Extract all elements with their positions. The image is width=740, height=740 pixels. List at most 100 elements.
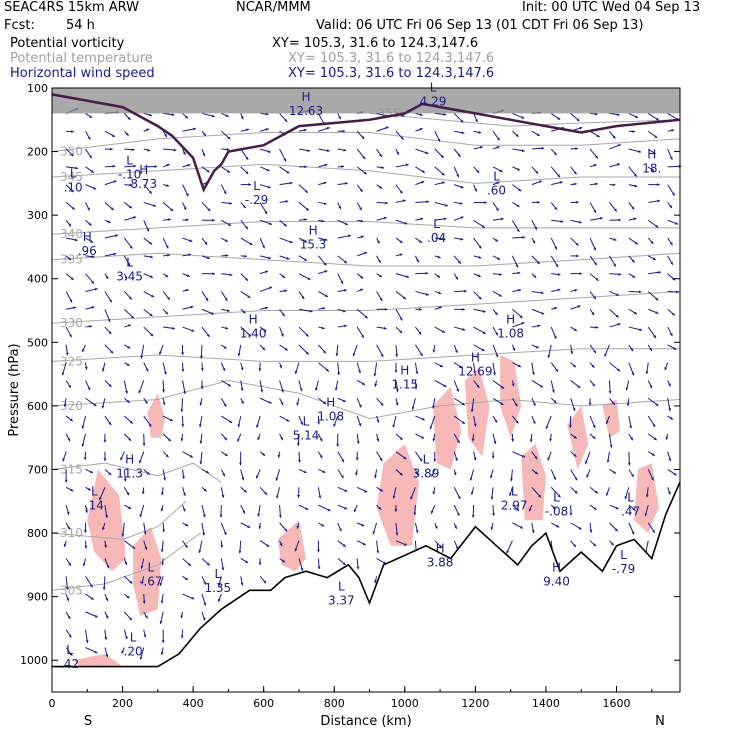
- wind-vector-head: [573, 435, 577, 439]
- wind-vector-head: [631, 531, 635, 535]
- wind-vector-head: [649, 347, 652, 351]
- wind-vector-head: [124, 636, 128, 640]
- wind-vector-head: [181, 369, 185, 372]
- wind-vector-head: [199, 355, 203, 359]
- wind-vector-head: [403, 542, 407, 546]
- wind-vector-head: [149, 313, 153, 317]
- wind-vector-head: [403, 456, 407, 460]
- wind-vector-head: [516, 167, 520, 171]
- wind-vector-head: [665, 436, 669, 440]
- wind-vector-head: [126, 400, 130, 403]
- wind-vector-head: [224, 297, 228, 301]
- wind-vector-head: [434, 525, 438, 529]
- pv-region: [73, 653, 123, 667]
- wind-vector-head: [608, 390, 612, 394]
- wind-vector-head: [102, 587, 106, 590]
- wind-vector-head: [65, 352, 69, 356]
- wind-vector-head: [340, 280, 344, 284]
- wind-vector-head: [265, 128, 269, 131]
- x-tick-label: 1000: [391, 697, 419, 710]
- wind-vector-head: [478, 255, 482, 259]
- wind-vector-head: [553, 476, 556, 480]
- wind-vector-head: [183, 391, 187, 394]
- wind-vector-head: [84, 366, 88, 370]
- wind-vector-head: [632, 507, 636, 511]
- wind-vector-head: [613, 238, 617, 241]
- wind-vector-head: [323, 262, 327, 266]
- wind-vector-head: [113, 180, 117, 184]
- wind-vector-head: [593, 507, 597, 510]
- wind-vector-head: [248, 333, 252, 337]
- wind-vector-head: [457, 260, 461, 264]
- wind-vector-head: [286, 256, 290, 260]
- wind-vector-head: [202, 532, 206, 536]
- wind-vector-head: [129, 245, 133, 249]
- wind-vector-head: [570, 351, 574, 355]
- wind-vector-head: [511, 439, 515, 442]
- wind-vector-head: [149, 113, 152, 117]
- extreme-value: -.67: [139, 575, 162, 589]
- wind-vector-head: [476, 169, 480, 173]
- wind-vector-head: [653, 437, 657, 441]
- field-theta-xy: XY= 105.3, 31.6 to 124.3,147.6: [288, 51, 495, 66]
- wind-vector-head: [303, 470, 307, 474]
- wind-vector-head: [68, 634, 72, 638]
- wind-vector-head: [198, 550, 202, 553]
- wind-vector-head: [516, 229, 520, 233]
- wind-vector-head: [184, 544, 188, 548]
- wind-vector-head: [576, 118, 580, 122]
- wind-vector-head: [81, 443, 85, 447]
- wind-vector-head: [108, 422, 112, 426]
- wind-vector-head: [519, 525, 523, 529]
- wind-vector-head: [490, 496, 494, 500]
- wind-vector-head: [402, 296, 406, 300]
- wind-vector-head: [614, 528, 618, 532]
- wind-vector-head: [379, 458, 383, 462]
- wind-vector-head: [635, 115, 639, 118]
- wind-vector-head: [269, 286, 273, 290]
- wind-vector-head: [495, 354, 499, 358]
- wind-vector-head: [300, 421, 303, 425]
- wind-vector-head: [256, 475, 259, 479]
- wind-vector-head: [126, 363, 130, 366]
- wind-vector-head: [484, 201, 487, 205]
- wind-vector-head: [167, 296, 170, 300]
- wind-vector-head: [476, 384, 480, 388]
- wind-vector-head: [281, 275, 285, 278]
- wind-vector-head: [402, 199, 406, 203]
- wind-vector-head: [669, 242, 673, 246]
- wind-vector-head: [296, 443, 300, 446]
- wind-vector-head: [344, 506, 348, 510]
- wind-vector-head: [433, 459, 437, 462]
- wind-vector-head: [61, 372, 65, 376]
- wind-vector-head: [159, 621, 163, 624]
- wind-vector-head: [165, 245, 169, 249]
- wind-vector-head: [317, 566, 321, 570]
- wind-vector-head: [223, 345, 227, 349]
- theta-contour-label: 320: [60, 399, 83, 413]
- wind-vector-head: [631, 206, 635, 210]
- wind-vector-head: [237, 353, 241, 357]
- wind-vector-head: [163, 371, 167, 375]
- wind-vector-head: [521, 149, 525, 153]
- wind-vector-head: [399, 317, 403, 321]
- wind-vector-head: [644, 513, 648, 517]
- wind-vector-head: [574, 477, 578, 481]
- tropopause-line: [51, 93, 681, 193]
- wind-vector-head: [461, 131, 465, 135]
- wind-vector-head: [432, 491, 436, 495]
- wind-vector-head: [555, 264, 559, 268]
- wind-vector-head: [304, 165, 307, 169]
- wind-vector-head: [575, 147, 579, 151]
- wind-vector-head: [304, 189, 308, 193]
- wind-vector-head: [491, 455, 495, 459]
- wind-vector-head: [421, 170, 425, 173]
- wind-vector-head: [159, 351, 162, 355]
- x-tick-label: 800: [324, 697, 345, 710]
- wind-vector-head: [415, 530, 419, 533]
- wind-vector-head: [334, 387, 338, 391]
- wind-vector-head: [470, 491, 474, 495]
- wind-vector-head: [101, 405, 105, 409]
- wind-vector-head: [63, 403, 67, 407]
- wind-vector-head: [510, 478, 513, 482]
